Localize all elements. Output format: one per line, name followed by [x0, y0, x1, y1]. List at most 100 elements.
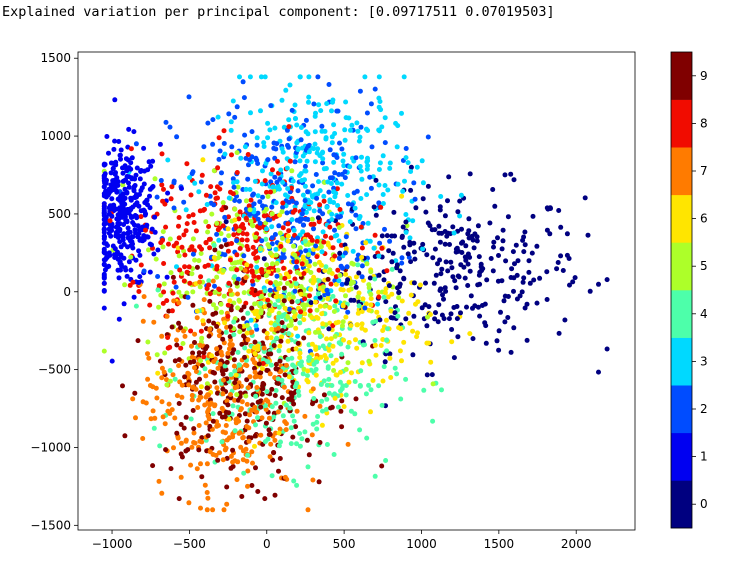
scatter-point-digit-2 — [216, 156, 222, 162]
scatter-point-digit-6 — [349, 370, 354, 376]
scatter-point-digit-2 — [265, 157, 271, 163]
scatter-point-digit-5 — [152, 176, 158, 182]
scatter-point-digit-1 — [152, 229, 158, 235]
scatter-point-digit-9 — [215, 457, 221, 463]
scatter-point-digit-1 — [155, 247, 161, 253]
colorbar-swatch-0 — [671, 480, 692, 529]
scatter-point-digit-3 — [298, 171, 304, 177]
scatter-point-digit-7 — [268, 441, 274, 447]
scatter-point-digit-1 — [141, 181, 147, 187]
scatter-point-digit-7 — [221, 377, 226, 383]
scatter-point-digit-3 — [335, 203, 341, 208]
scatter-point-digit-2 — [167, 124, 173, 130]
scatter-point-digit-6 — [200, 157, 206, 163]
scatter-point-digit-7 — [205, 495, 211, 501]
scatter-point-digit-4 — [403, 376, 409, 382]
scatter-point-digit-7 — [174, 393, 180, 399]
scatter-point-digit-8 — [308, 221, 314, 227]
scatter-point-digit-6 — [340, 303, 346, 309]
scatter-point-digit-1 — [133, 195, 138, 200]
scatter-point-digit-6 — [306, 263, 312, 269]
scatter-point-digit-7 — [236, 418, 242, 424]
scatter-point-digit-8 — [286, 228, 292, 234]
scatter-point-digit-4 — [363, 391, 369, 397]
scatter-point-digit-4 — [379, 402, 385, 408]
scatter-point-digit-8 — [203, 240, 209, 245]
scatter-point-digit-8 — [330, 245, 336, 251]
scatter-point-digit-9 — [190, 408, 196, 413]
scatter-point-digit-1 — [104, 134, 110, 139]
scatter-point-digit-7 — [234, 477, 240, 483]
scatter-point-digit-1 — [137, 274, 143, 280]
scatter-point-digit-4 — [273, 400, 279, 406]
scatter-point-digit-9 — [230, 464, 236, 469]
scatter-point-digit-5 — [289, 168, 295, 174]
scatter-point-digit-9 — [353, 396, 359, 402]
scatter-point-digit-4 — [307, 355, 313, 360]
scatter-point-digit-5 — [336, 225, 342, 230]
scatter-point-digit-9 — [266, 302, 272, 308]
scatter-point-digit-3 — [291, 227, 297, 233]
scatter-point-digit-4 — [343, 392, 349, 398]
scatter-point-digit-2 — [267, 287, 273, 293]
scatter-point-digit-9 — [289, 398, 295, 403]
scatter-point-digit-0 — [502, 319, 508, 325]
scatter-point-digit-2 — [353, 226, 359, 232]
scatter-point-digit-4 — [352, 411, 358, 417]
scatter-point-digit-0 — [475, 223, 481, 229]
scatter-point-digit-0 — [381, 277, 387, 283]
scatter-point-digit-7 — [159, 399, 165, 405]
scatter-point-digit-8 — [186, 264, 192, 270]
scatter-point-digit-3 — [280, 179, 286, 185]
scatter-point-digit-3 — [303, 129, 309, 135]
scatter-point-digit-6 — [285, 238, 291, 244]
scatter-point-digit-6 — [286, 348, 292, 354]
scatter-point-digit-9 — [122, 433, 128, 439]
scatter-point-digit-8 — [243, 215, 249, 221]
scatter-point-digit-7 — [238, 406, 244, 412]
scatter-point-digit-7 — [176, 363, 182, 369]
scatter-point-digit-0 — [356, 270, 362, 276]
colorbar-tick-label: 8 — [700, 116, 708, 130]
scatter-point-digit-9 — [201, 350, 207, 356]
scatter-point-digit-4 — [289, 355, 295, 361]
scatter-point-digit-8 — [338, 242, 344, 248]
scatter-point-digit-2 — [295, 235, 301, 241]
scatter-point-digit-4 — [314, 426, 320, 432]
scatter-point-digit-0 — [508, 349, 514, 355]
scatter-point-digit-3 — [308, 200, 314, 205]
scatter-point-digit-5 — [309, 216, 315, 222]
scatter-point-digit-7 — [159, 490, 165, 496]
scatter-point-digit-0 — [443, 259, 449, 265]
scatter-point-digit-4 — [271, 414, 277, 420]
scatter-point-digit-2 — [293, 200, 299, 206]
scatter-point-digit-9 — [277, 358, 283, 364]
scatter-point-digit-6 — [382, 290, 388, 296]
scatter-point-digit-4 — [241, 470, 247, 476]
scatter-point-digit-7 — [250, 460, 255, 466]
scatter-point-digit-0 — [397, 284, 402, 289]
scatter-point-digit-2 — [303, 248, 309, 254]
scatter-point-digit-7 — [226, 435, 232, 441]
scatter-point-digit-6 — [319, 311, 325, 317]
scatter-point-digit-9 — [232, 380, 238, 386]
scatter-point-digit-4 — [338, 341, 344, 347]
scatter-point-digit-3 — [237, 74, 242, 80]
scatter-point-digit-6 — [264, 330, 270, 336]
scatter-point-digit-1 — [123, 267, 129, 273]
scatter-point-digit-2 — [411, 180, 417, 186]
scatter-point-digit-0 — [431, 280, 437, 286]
scatter-point-digit-0 — [475, 304, 481, 310]
scatter-point-digit-9 — [271, 410, 277, 416]
scatter-point-digit-3 — [285, 186, 291, 192]
scatter-point-digit-0 — [511, 288, 516, 294]
scatter-point-digit-2 — [362, 305, 368, 311]
scatter-point-digit-4 — [320, 343, 326, 349]
scatter-point-digit-3 — [385, 187, 391, 193]
scatter-point-digit-5 — [243, 198, 249, 204]
scatter-point-digit-0 — [488, 256, 494, 261]
scatter-point-digit-2 — [286, 144, 291, 150]
scatter-point-digit-0 — [604, 346, 610, 352]
scatter-point-digit-6 — [385, 294, 391, 300]
